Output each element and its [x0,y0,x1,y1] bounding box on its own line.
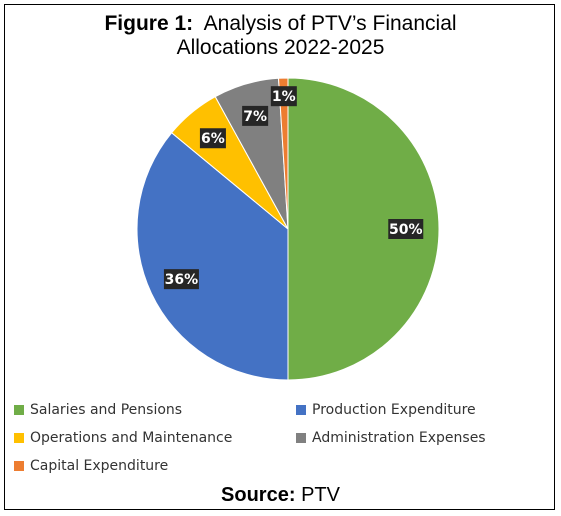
data-label-box [242,105,269,126]
data-label-box [199,128,226,149]
data-label-box [388,219,424,239]
data-label-salaries-and-pensions: 50% [388,219,424,239]
figure-source: Source: PTV [0,484,561,507]
data-label-text: 1% [272,89,296,105]
data-label-box [270,86,297,107]
source-label: Source: [221,484,296,506]
pie-slice-salaries-and-pensions [287,77,440,381]
figure-number: Figure 1: [104,12,194,35]
data-label-text: 50% [389,222,423,238]
data-label-box [163,269,199,290]
data-label-text: 6% [201,131,225,147]
data-label-text: 7% [243,109,267,125]
source-value: PTV [301,484,340,506]
title-line-1: Analysis of PTV’s Financial [203,12,457,35]
title-line-2: Allocations 2022-2025 [176,36,385,59]
data-label-text: 36% [165,272,199,288]
figure-title: Figure 1: Analysis of PTV’s Financial Al… [0,12,561,60]
pie-slice-production-expenditure [136,132,289,381]
data-label-capital-expenditure: 1% [270,86,297,107]
data-label-production-expenditure: 36% [163,269,199,290]
pie-slice-capital-expenditure [277,77,289,230]
data-label-operations-and-maintenance: 6% [199,128,226,149]
data-label-administration-expenses: 7% [242,105,269,126]
